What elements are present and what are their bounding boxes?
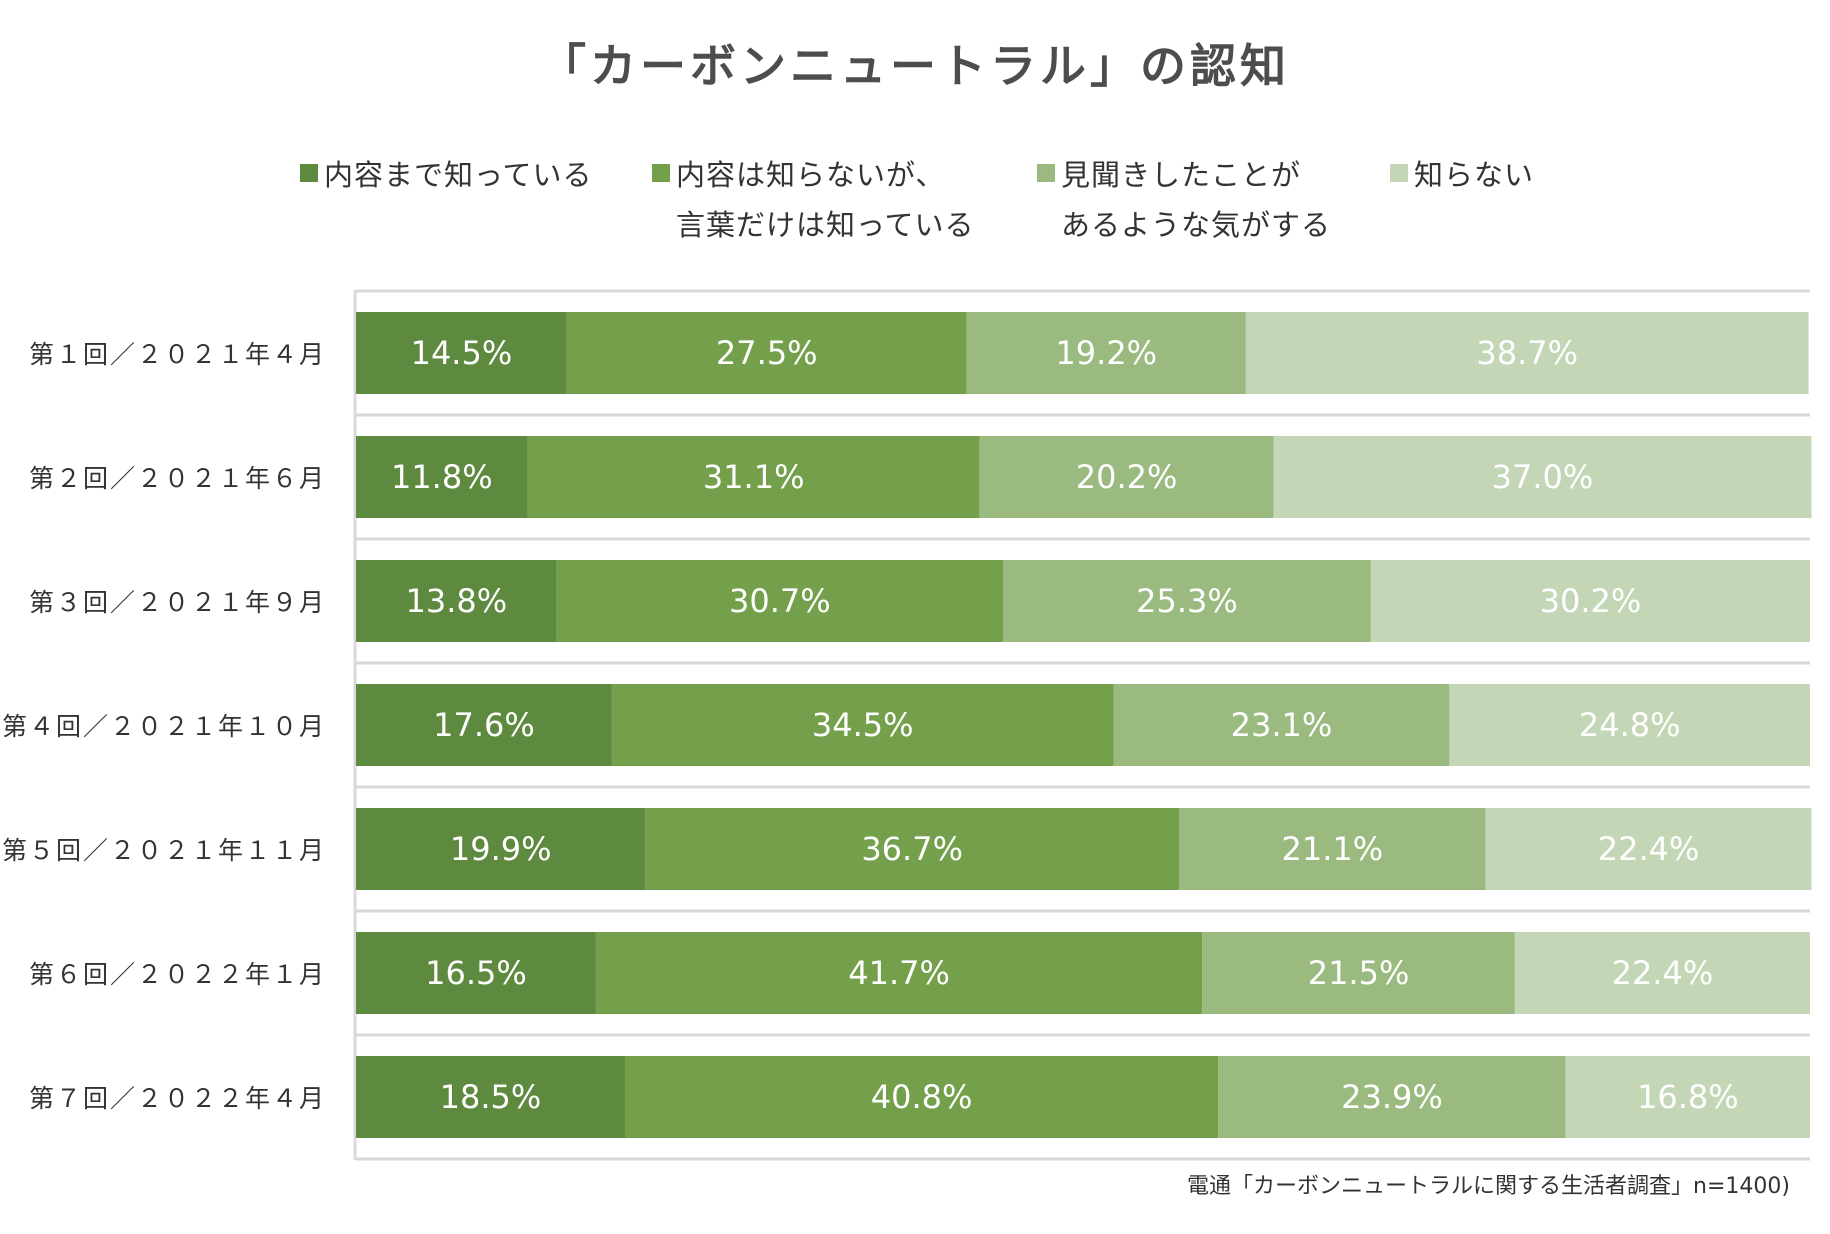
bar-segment xyxy=(595,932,1203,1014)
chart-title: 「カーボンニュートラル」の認知 xyxy=(540,39,1290,93)
legend-label-1: 内容まで知っている xyxy=(324,158,593,192)
legend-label-2: 内容は知らないが、 言葉だけは知っている xyxy=(676,158,975,242)
bar-segment xyxy=(624,1056,1219,1138)
legend-item-1: 内容まで知っている xyxy=(300,150,593,200)
bar-segment xyxy=(1113,684,1450,766)
bar-segment xyxy=(966,312,1246,394)
bar-segment xyxy=(1565,1056,1810,1138)
bar-segment xyxy=(566,312,967,394)
data-label: 20.2% xyxy=(1076,458,1178,496)
data-label: 19.2% xyxy=(1055,334,1157,372)
data-label: 16.5% xyxy=(425,954,527,992)
legend-item-2: 内容は知らないが、 言葉だけは知っている xyxy=(652,150,975,250)
legend-item-4: 知らない xyxy=(1390,150,1534,200)
data-label: 30.2% xyxy=(1540,582,1642,620)
data-label: 18.5% xyxy=(440,1078,542,1116)
bar-segment xyxy=(1370,560,1810,642)
bar-segment xyxy=(1485,808,1812,890)
data-label: 22.4% xyxy=(1598,830,1700,868)
data-label: 31.1% xyxy=(703,458,805,496)
category-label: 第７回／２０２２年４月 xyxy=(29,1084,326,1113)
data-label: 11.8% xyxy=(391,458,493,496)
data-label: 23.9% xyxy=(1341,1078,1443,1116)
legend-swatch-2 xyxy=(652,164,670,182)
bar-segment xyxy=(645,808,1179,890)
legend-label-3: 見聞きしたことが あるような気がする xyxy=(1061,158,1332,242)
bar-segment xyxy=(356,932,596,1014)
bar-segment xyxy=(356,684,612,766)
data-label: 14.5% xyxy=(411,334,513,372)
data-label: 16.8% xyxy=(1637,1078,1739,1116)
bar-segment xyxy=(556,560,1004,642)
bar-segment xyxy=(611,684,1114,766)
legend-swatch-3 xyxy=(1037,164,1055,182)
data-label: 37.0% xyxy=(1492,458,1594,496)
data-label: 13.8% xyxy=(405,582,507,620)
category-label: 第３回／２０２１年９月 xyxy=(29,588,326,617)
data-label: 41.7% xyxy=(848,954,950,992)
data-label: 34.5% xyxy=(812,706,914,744)
data-label: 21.5% xyxy=(1308,954,1410,992)
legend: 内容まで知っている 内容は知らないが、 言葉だけは知っている 見聞きしたことが … xyxy=(0,150,1830,260)
data-label: 27.5% xyxy=(716,334,818,372)
data-label: 19.9% xyxy=(450,830,552,868)
bar-segment xyxy=(356,808,646,890)
category-label: 第５回／２０２１年１１月 xyxy=(2,836,326,865)
bar-segment xyxy=(356,312,567,394)
bar-segment xyxy=(527,436,980,518)
data-label: 30.7% xyxy=(729,582,831,620)
bar-segment xyxy=(1218,1056,1566,1138)
bar-segment xyxy=(356,560,557,642)
bar-segment xyxy=(1003,560,1371,642)
data-label: 24.8% xyxy=(1579,706,1681,744)
category-label: 第２回／２０２１年６月 xyxy=(29,464,326,493)
data-label: 22.4% xyxy=(1612,954,1714,992)
legend-item-3: 見聞きしたことが あるような気がする xyxy=(1037,150,1331,250)
legend-swatch-1 xyxy=(300,164,318,182)
data-label: 38.7% xyxy=(1476,334,1578,372)
category-label: 第６回／２０２２年１月 xyxy=(29,960,326,989)
bar-segment xyxy=(356,436,528,518)
bar-segment xyxy=(1449,684,1810,766)
legend-swatch-4 xyxy=(1390,164,1408,182)
data-label: 17.6% xyxy=(433,706,535,744)
category-label: 第１回／２０２１年４月 xyxy=(29,340,326,369)
bar-segment xyxy=(1178,808,1486,890)
category-label: 第４回／２０２１年１０月 xyxy=(2,712,326,741)
bar-segment xyxy=(1245,312,1809,394)
bar-segment xyxy=(1202,932,1515,1014)
bar-segment xyxy=(356,1056,625,1138)
bar-segment xyxy=(1273,436,1812,518)
bar-segment xyxy=(979,436,1274,518)
data-label: 40.8% xyxy=(871,1078,973,1116)
data-label: 36.7% xyxy=(861,830,963,868)
bar-segment xyxy=(1514,932,1810,1014)
source-note: 電通「カーボンニュートラルに関する生活者調査」n=1400) xyxy=(1187,1174,1790,1199)
data-label: 21.1% xyxy=(1282,830,1384,868)
data-label: 23.1% xyxy=(1231,706,1333,744)
data-label: 25.3% xyxy=(1136,582,1238,620)
legend-label-4: 知らない xyxy=(1414,158,1535,192)
